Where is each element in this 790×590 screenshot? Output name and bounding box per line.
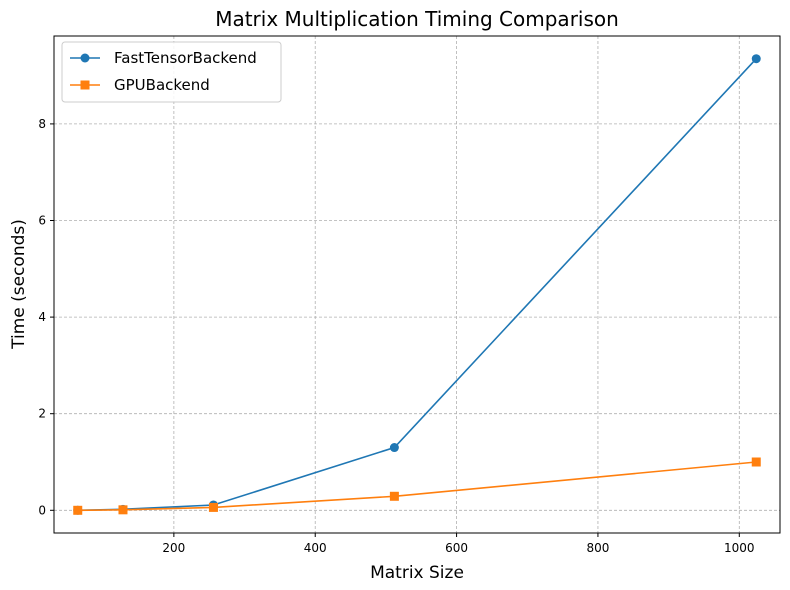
- grid: [54, 36, 780, 533]
- y-tick-label: 2: [38, 407, 46, 421]
- legend-box: [61, 41, 282, 103]
- y-tick-label: 4: [38, 310, 46, 324]
- x-tick-label: 200: [162, 541, 185, 555]
- chart-title: Matrix Multiplication Timing Comparison: [215, 7, 619, 31]
- data-point: [389, 443, 399, 453]
- legend-swatch-marker: [80, 53, 90, 63]
- data-point: [389, 491, 399, 501]
- series-layer: [73, 54, 761, 515]
- data-point: [73, 505, 83, 515]
- x-axis-title: Matrix Size: [370, 563, 464, 583]
- x-tick-label: 400: [304, 541, 327, 555]
- legend: FastTensorBackend GPUBackend: [61, 41, 282, 103]
- data-point: [208, 502, 218, 512]
- y-tick-label: 8: [38, 117, 46, 131]
- y-tick-label: 6: [38, 214, 46, 228]
- y-axis-title: Time (seconds): [9, 219, 29, 350]
- data-point: [751, 54, 761, 64]
- legend-label: FastTensorBackend: [114, 49, 257, 67]
- series-line-0: [77, 58, 757, 512]
- plot-frame: [53, 35, 781, 534]
- ticks: 200 400 600 800 1000 0 2 4 6 8: [38, 117, 754, 555]
- data-point: [118, 505, 128, 515]
- legend-swatch-marker: [80, 80, 90, 90]
- legend-label: GPUBackend: [114, 76, 210, 94]
- y-tick-label: 0: [38, 503, 46, 517]
- x-tick-label: 600: [445, 541, 468, 555]
- data-point: [751, 457, 761, 467]
- series-line-1: [77, 461, 757, 512]
- x-tick-label: 800: [586, 541, 609, 555]
- x-tick-label: 1000: [724, 541, 755, 555]
